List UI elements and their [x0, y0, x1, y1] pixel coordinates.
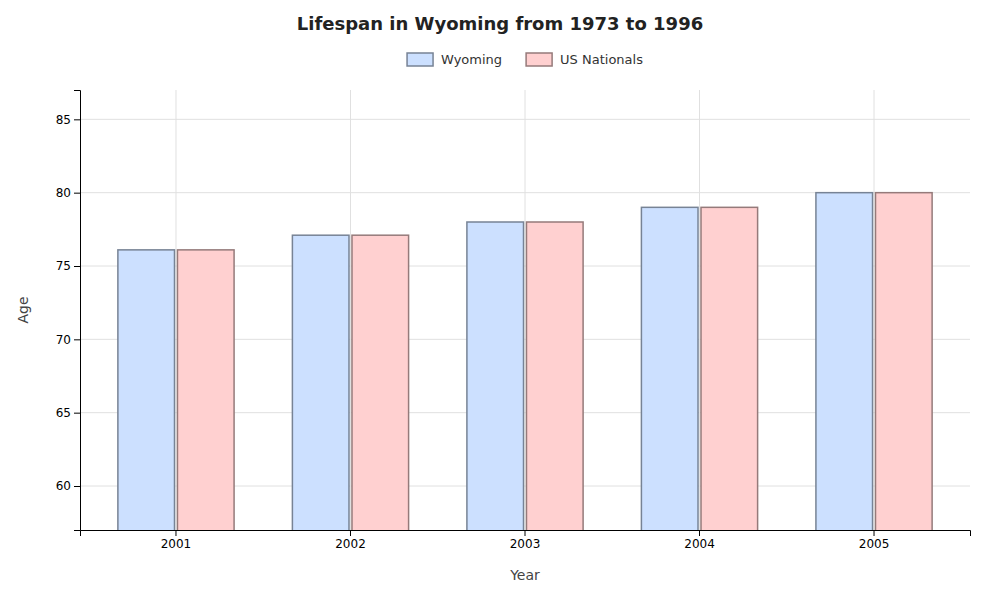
plot-area: 2001 2002 2003 2004 2005 60 65 70 75 80 85 — [56, 90, 971, 600]
x-tick-label: 2004 — [684, 537, 715, 551]
y-tick: 75 — [56, 259, 80, 273]
legend-swatch — [526, 53, 552, 66]
grid-line-x — [874, 90, 875, 530]
y-tick: 85 — [56, 113, 80, 127]
x-tick: 2005 — [859, 530, 890, 551]
y-tick-label: 85 — [56, 113, 71, 127]
x-axis-title: Year — [509, 567, 540, 583]
legend-label: US Nationals — [560, 52, 643, 67]
x-tick: 2004 — [684, 530, 715, 551]
x-axis-line — [81, 531, 971, 537]
grid-line-x — [175, 90, 176, 530]
bar — [177, 250, 234, 530]
y-tick-label: 70 — [56, 333, 71, 347]
grid-line-x — [525, 90, 526, 530]
chart: 2001 2002 2003 2004 2005 60 65 70 75 80 85 Lifespan… — [0, 0, 1000, 600]
y-tick-mark — [74, 119, 80, 120]
x-tick-mark — [175, 530, 176, 536]
bar — [352, 235, 409, 530]
bar — [118, 250, 175, 530]
x-tick-mark — [874, 530, 875, 536]
y-tick-mark — [74, 193, 80, 194]
y-tick-label: 65 — [56, 406, 71, 420]
bars — [118, 193, 932, 530]
y-axis-title: Age — [15, 296, 31, 323]
y-tick-label: 75 — [56, 259, 71, 273]
bar-series — [177, 193, 932, 530]
title: Lifespan in Wyoming from 1973 to 1996 — [297, 13, 703, 34]
y-tick: 60 — [56, 479, 80, 493]
y-axis: 60 65 70 75 80 85 — [56, 91, 81, 531]
y-tick: 80 — [56, 186, 80, 200]
legend-item: Wyoming — [407, 52, 502, 67]
x-tick-label: 2003 — [510, 537, 541, 551]
bar — [292, 235, 349, 530]
bar — [526, 222, 583, 530]
x-tick-mark — [699, 530, 700, 536]
grid-line-x — [350, 90, 351, 530]
y-tick-mark — [74, 266, 80, 267]
x-tick-label: 2002 — [335, 537, 366, 551]
x-tick-mark — [350, 530, 351, 536]
y-tick: 65 — [56, 406, 80, 420]
legend-item: US Nationals — [526, 52, 643, 67]
y-tick-mark — [74, 486, 80, 487]
x-tick-label: 2005 — [859, 537, 890, 551]
y-axis-line — [74, 91, 81, 531]
y-tick: 70 — [56, 333, 80, 347]
y-tick-label: 80 — [56, 186, 71, 200]
bar — [701, 207, 758, 530]
grid-line-x — [699, 90, 700, 530]
x-tick: 2002 — [335, 530, 366, 551]
bar — [641, 207, 698, 530]
y-tick-mark — [74, 413, 80, 414]
legend-label: Wyoming — [441, 52, 502, 67]
x-tick: 2003 — [510, 530, 541, 551]
bar — [816, 193, 873, 530]
x-tick: 2001 — [161, 530, 192, 551]
legend-swatch — [407, 53, 433, 66]
y-tick-mark — [74, 339, 80, 340]
bar — [467, 222, 524, 530]
bar-series — [118, 193, 873, 530]
y-tick-label: 60 — [56, 479, 71, 493]
x-tick-label: 2001 — [161, 537, 192, 551]
x-tick-mark — [525, 530, 526, 536]
bar — [876, 193, 933, 530]
legend: Wyoming US Nationals — [407, 52, 643, 67]
x-axis: 2001 2002 2003 2004 2005 — [81, 530, 971, 551]
